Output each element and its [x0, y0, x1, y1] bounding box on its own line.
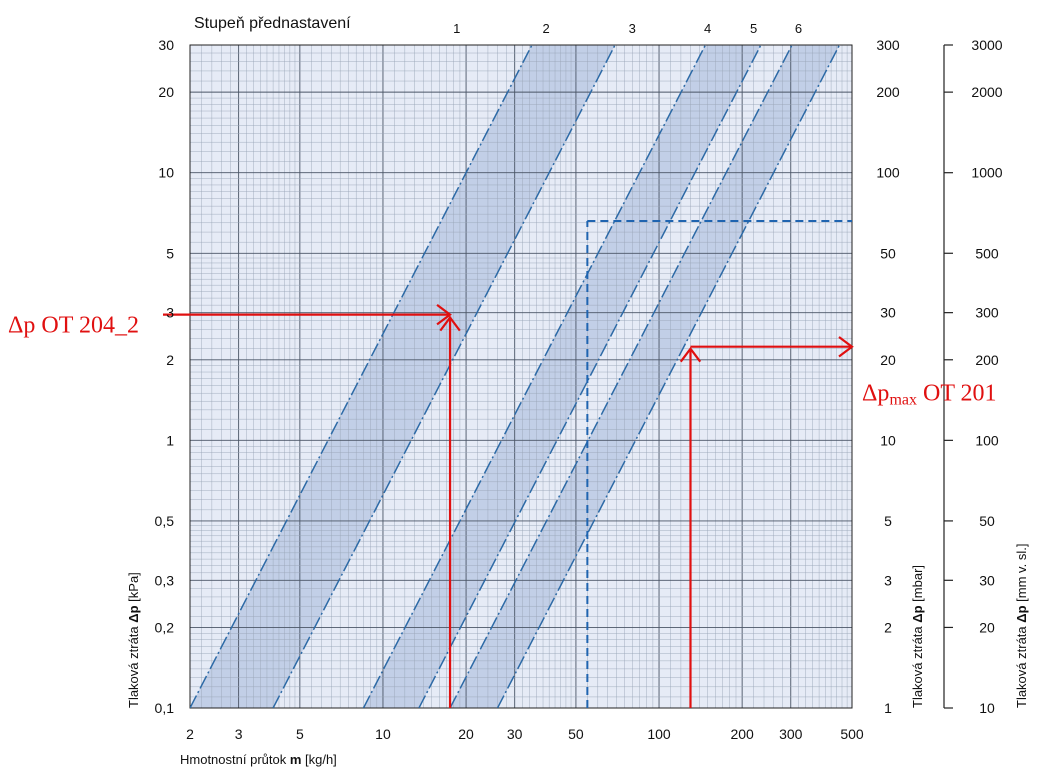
y-tick-label: 10 — [158, 165, 174, 181]
y-tick-label: 20 — [158, 84, 174, 100]
preset-band-2 — [363, 45, 761, 708]
preset-label-2: 2 — [543, 21, 550, 36]
y-tick-label: 0,2 — [155, 619, 175, 635]
y-tick-label: 100 — [975, 432, 999, 448]
y-tick-label: 0,5 — [155, 513, 175, 529]
y-tick-label: 300 — [876, 37, 900, 53]
y-tick-label: 10 — [880, 432, 896, 448]
annotation-ot204: Δp OT 204_2 — [8, 313, 139, 339]
y-tick-label: 3 — [166, 305, 174, 321]
x-tick-label: 500 — [840, 726, 864, 742]
x-tick-label: 200 — [730, 726, 754, 742]
plot-frame — [189, 44, 853, 709]
x-tick-label: 300 — [779, 726, 803, 742]
arrow-ot204-head-right — [436, 303, 452, 326]
reference-lines — [586, 220, 852, 708]
y-tick-label: 100 — [876, 165, 900, 181]
annotation-ot201: Δpmax OT 201 — [862, 381, 997, 409]
x-tick-labels: 2 3 5 10 20 30 50 100 200 300 500 — [186, 726, 864, 742]
preset-label-5: 5 — [750, 21, 757, 36]
y-tick-label: 200 — [876, 84, 900, 100]
y-tick-label: 3 — [884, 572, 892, 588]
x-axis-title: Hmotnostní průtok m [kg/h] — [180, 752, 337, 767]
y-tick-label: 1000 — [971, 165, 1002, 181]
y-tick-label: 5 — [884, 513, 892, 529]
y-tick-labels-kpa: 0,1 0,2 0,3 0,5 1 2 3 5 10 20 30 — [155, 37, 175, 716]
y-tick-label: 2000 — [971, 84, 1002, 100]
y-tick-label: 20 — [979, 619, 995, 635]
y-tick-label: 2 — [166, 352, 174, 368]
preset-line-e — [449, 45, 793, 708]
arrow-ot201-head-right — [838, 336, 854, 358]
arrow-ot204-head-up — [439, 315, 461, 332]
preset-label-6: 6 — [795, 21, 802, 36]
preset-label-3: 3 — [629, 21, 636, 36]
y-tick-label: 0,1 — [155, 700, 175, 716]
y-tick-label: 30 — [158, 37, 174, 53]
arrow-ot201-head-up — [679, 346, 702, 363]
y-tick-labels-mm: 10 20 30 50 100 200 300 500 1000 2000 3000 — [971, 37, 1002, 716]
x-tick-label: 100 — [647, 726, 671, 742]
y-tick-label: 0,3 — [155, 572, 175, 588]
y-tick-label: 50 — [880, 245, 896, 261]
y-tick-label: 5 — [166, 245, 174, 261]
y-axis-title-kpa: Tlaková ztráta Δp [kPa] — [126, 572, 141, 708]
y-tick-label: 1 — [884, 700, 892, 716]
preset-label-4: 4 — [704, 21, 711, 36]
x-tick-label: 30 — [507, 726, 523, 742]
x-tick-label: 20 — [458, 726, 474, 742]
preset-line-a — [190, 45, 533, 708]
preset-line-c — [362, 45, 707, 708]
y-axis-mm-line — [943, 44, 953, 709]
preset-lines — [190, 45, 841, 708]
y-axis-title-mm: Tlaková ztráta Δp [mm v. sl.] — [1014, 544, 1029, 708]
y-tick-label: 200 — [975, 352, 999, 368]
y-tick-label: 1 — [166, 432, 174, 448]
preset-line-f — [496, 45, 841, 708]
x-tick-label: 2 — [186, 726, 194, 742]
y-tick-label: 2 — [884, 619, 892, 635]
preset-labels: 1 2 3 4 5 6 — [453, 21, 802, 36]
preset-series-label: Stupeň přednastavení — [194, 15, 351, 32]
y-tick-label: 20 — [880, 352, 896, 368]
x-tick-label: 50 — [568, 726, 584, 742]
y-axis-title-mbar: Tlaková ztráta Δp [mbar] — [910, 565, 925, 708]
preset-line-b — [272, 45, 616, 708]
preset-label-1: 1 — [453, 21, 460, 36]
y-tick-label: 50 — [979, 513, 995, 529]
x-tick-label: 5 — [296, 726, 304, 742]
preset-line-d — [418, 45, 762, 708]
annotation-arrows — [163, 303, 854, 708]
preset-band-1 — [190, 45, 616, 708]
y-tick-label: 30 — [979, 572, 995, 588]
y-tick-label: 3000 — [971, 37, 1002, 53]
y-tick-label: 500 — [975, 245, 999, 261]
x-tick-label: 3 — [235, 726, 243, 742]
y-tick-labels-mbar: 1 2 3 5 10 20 30 50 100 200 300 — [876, 37, 900, 716]
y-tick-label: 30 — [880, 305, 896, 321]
y-tick-label: 10 — [979, 700, 995, 716]
x-tick-label: 10 — [375, 726, 391, 742]
y-tick-label: 300 — [975, 305, 999, 321]
